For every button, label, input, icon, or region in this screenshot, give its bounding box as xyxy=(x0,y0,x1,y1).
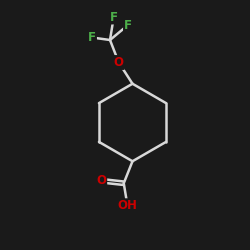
Text: F: F xyxy=(88,31,96,44)
Text: F: F xyxy=(124,18,132,32)
Text: F: F xyxy=(110,10,118,24)
Text: O: O xyxy=(96,174,106,187)
Text: O: O xyxy=(114,56,124,69)
Text: OH: OH xyxy=(118,199,138,212)
